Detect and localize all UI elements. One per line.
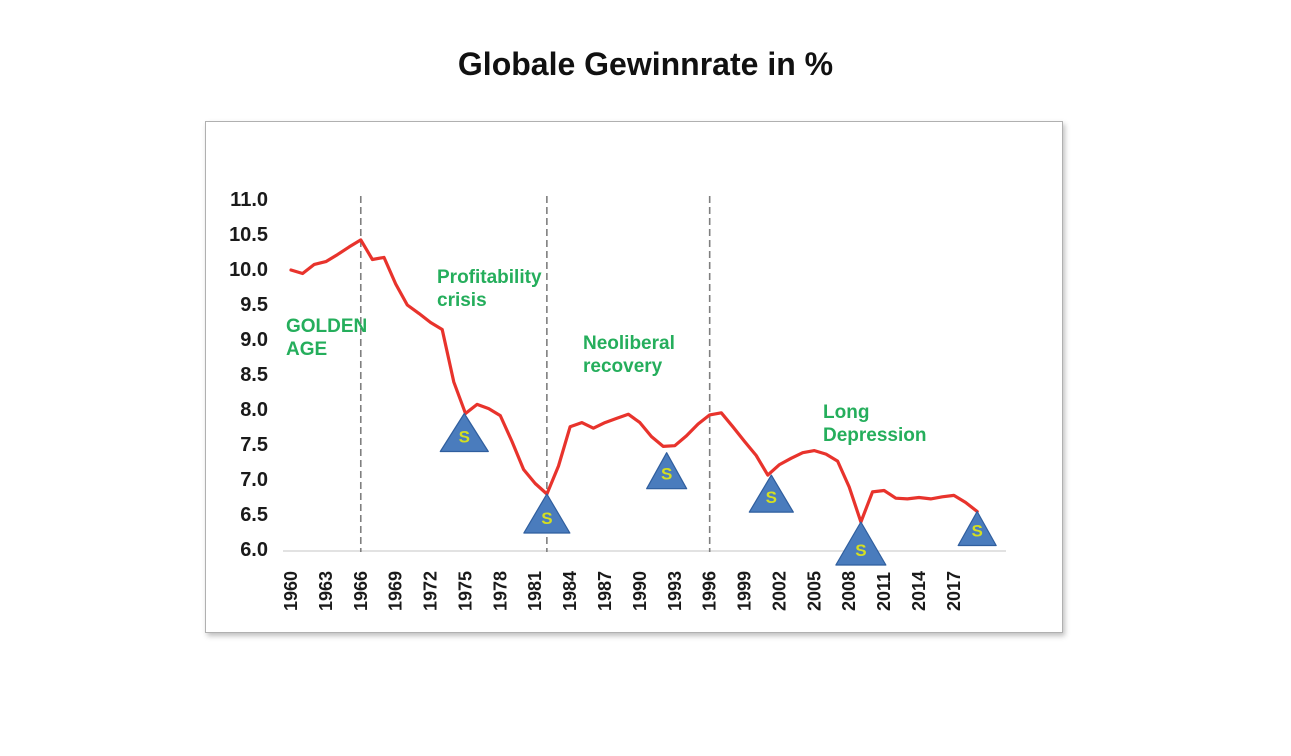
x-axis-label: 1981 — [525, 571, 545, 611]
page-title: Globale Gewinnrate in % — [457, 46, 834, 82]
x-axis-label: 1969 — [386, 571, 406, 611]
crisis-marker-label: S — [971, 522, 982, 541]
crisis-marker-label: S — [766, 488, 777, 507]
crisis-marker-label: S — [855, 541, 866, 560]
y-axis-label: 8.5 — [240, 364, 268, 386]
profit-rate-line — [289, 238, 979, 524]
x-axis-label: 2005 — [804, 571, 824, 611]
x-axis-label: 1999 — [735, 571, 755, 611]
crisis-marker-label: S — [541, 509, 552, 528]
y-axis-label: 7.5 — [240, 434, 268, 456]
crisis-marker-triangle — [835, 521, 887, 566]
x-axis-label: 2002 — [769, 571, 789, 611]
annotation-golden-age: GOLDEN — [286, 316, 367, 337]
x-axis-label: 1984 — [560, 571, 580, 611]
annotation-profitability-crisis: Profitability — [437, 267, 542, 288]
x-axis-label: 1987 — [595, 571, 615, 611]
annotation-neoliberal-recovery: Neoliberal — [583, 333, 675, 354]
chart-box: 11.0 10.5 10.0 9.5 9.0 8.5 8.0 7.5 7.0 6.5 6.0 1960… — [205, 121, 1063, 633]
y-axis-label: 10.5 — [229, 224, 268, 246]
crisis-marker-label: S — [661, 465, 672, 484]
crisis-marker-triangle — [748, 474, 794, 513]
x-axis-label: 1993 — [665, 571, 685, 611]
y-axis-label: 9.5 — [240, 294, 268, 316]
annotation-profitability-crisis: crisis — [437, 290, 487, 311]
crisis-marker-label: S — [459, 428, 470, 447]
x-axis-label: 1990 — [630, 571, 650, 611]
y-axis-label: 7.0 — [240, 469, 268, 491]
crisis-marker-triangle — [523, 493, 571, 534]
y-axis-label: 6.5 — [240, 504, 268, 526]
x-axis-label: 1963 — [316, 571, 336, 611]
y-axis-label: 8.0 — [240, 399, 268, 421]
y-axis-label: 10.0 — [229, 259, 268, 281]
x-axis-label: 1978 — [490, 571, 510, 611]
crisis-marker-triangle — [439, 412, 489, 453]
annotation-golden-age: AGE — [286, 339, 327, 360]
x-axis-label: 1966 — [351, 571, 371, 611]
y-axis-label: 9.0 — [240, 329, 268, 351]
x-axis-label: 1975 — [455, 571, 475, 611]
crisis-marker-triangle — [646, 452, 688, 490]
x-axis-label: 2008 — [839, 571, 859, 611]
annotation-long-depression: Long — [823, 402, 869, 423]
x-axis-label: 2014 — [909, 571, 929, 611]
crisis-marker-triangle — [957, 510, 997, 547]
y-axis-label: 6.0 — [240, 539, 268, 561]
x-axis-label: 2011 — [874, 572, 894, 611]
x-axis-label: 1972 — [421, 571, 441, 611]
y-axis-label: 11.0 — [230, 189, 268, 211]
x-axis-label: 1996 — [700, 571, 720, 611]
annotation-neoliberal-recovery: recovery — [583, 356, 663, 377]
x-axis-label: 2017 — [944, 571, 964, 611]
annotation-long-depression: Depression — [823, 425, 926, 446]
x-axis-label: 1960 — [281, 571, 301, 611]
chart-canvas: 11.0 10.5 10.0 9.5 9.0 8.5 8.0 7.5 7.0 6.5 6.0 1960… — [229, 189, 1006, 611]
